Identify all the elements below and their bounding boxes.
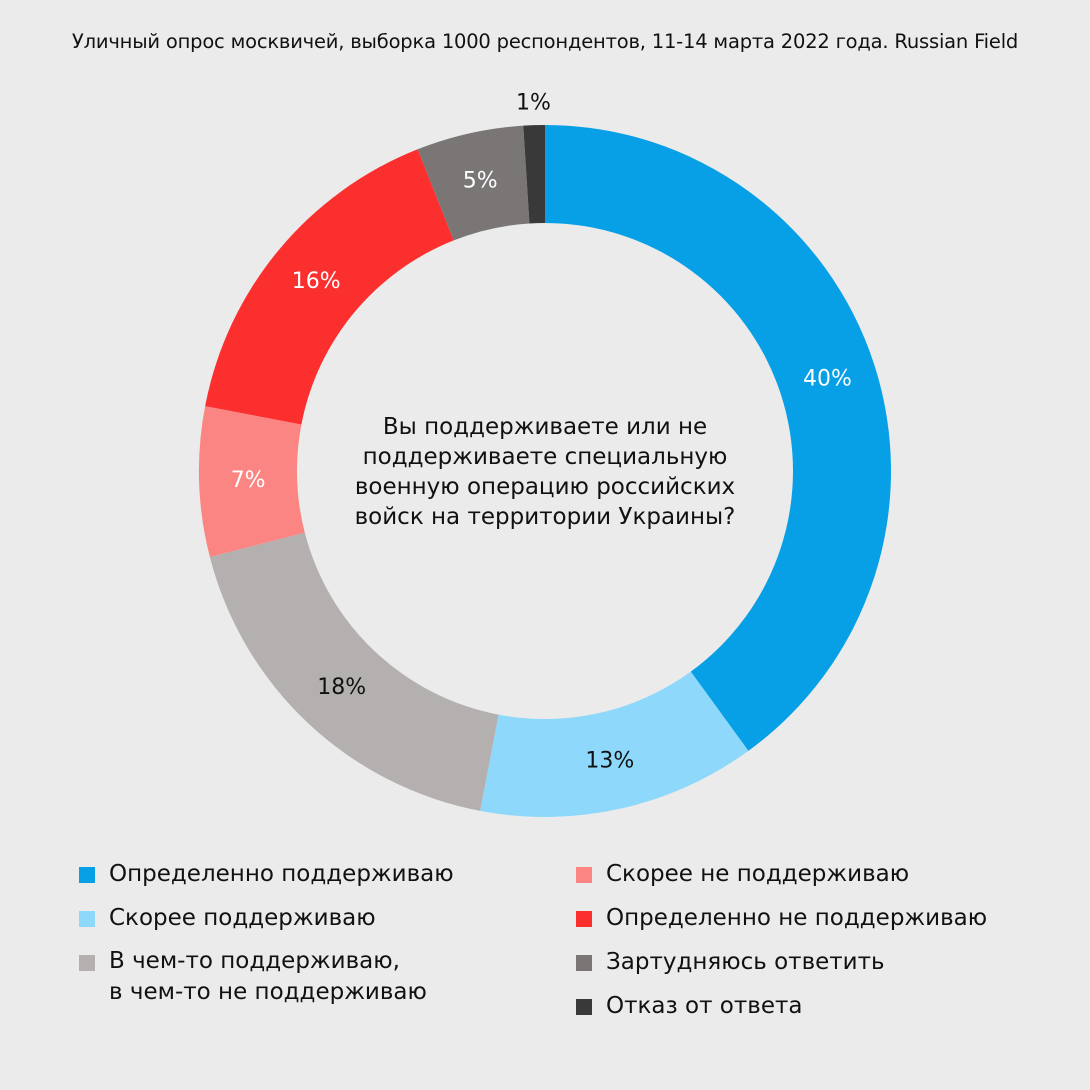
slice-label-rather-support: 13%	[585, 748, 634, 773]
legend-item-definitely-not: Определенно не поддерживаю	[576, 896, 987, 940]
legend-swatch-rather-not	[576, 867, 592, 883]
legend-swatch-definitely-support	[79, 867, 95, 883]
center-question: Вы поддерживаете или не поддерживаете сп…	[354, 414, 736, 530]
legend-label: Скорее поддерживаю	[109, 905, 376, 931]
donut-slice-rather-support	[480, 671, 749, 817]
donut-slices	[199, 125, 891, 817]
donut-slice-hard-to-say	[417, 125, 530, 241]
slice-label-hard-to-say: 5%	[463, 169, 498, 194]
legend-label: Определенно не поддерживаю	[606, 905, 988, 931]
legend-label: Зартудняюсь ответить	[606, 949, 885, 975]
donut-slice-definitely-not	[205, 149, 454, 425]
legend-swatch-refused	[576, 999, 592, 1015]
legend-left: Определенно поддерживаю Скорее поддержив…	[79, 852, 454, 1008]
legend-right: Скорее не поддерживаю Определенно не под…	[576, 852, 987, 1028]
legend-item-rather-support: Скорее поддерживаю	[79, 896, 454, 940]
legend-label: Определенно поддерживаю	[109, 861, 454, 887]
slice-label-definitely-not: 16%	[292, 269, 341, 294]
slice-label-refused: 1%	[516, 91, 551, 116]
legend-swatch-definitely-not	[576, 911, 592, 927]
slice-label-definitely-support: 40%	[803, 367, 852, 392]
donut-slice-labels: 40% 13% 18% 7% 16% 5% 1%	[231, 91, 852, 774]
legend-item-rather-not: Скорее не поддерживаю	[576, 852, 987, 896]
legend-item-partly: В чем-то поддерживаю, в чем-то не поддер…	[79, 940, 454, 1008]
legend-item-definitely-support: Определенно поддерживаю	[79, 852, 454, 896]
legend-label-line2: в чем-то не поддерживаю	[109, 979, 427, 1005]
legend-swatch-partly	[79, 955, 95, 971]
legend-label: Отказ от ответа	[606, 993, 803, 1019]
donut-slice-partly	[209, 532, 499, 811]
legend-label: Скорее не поддерживаю	[606, 861, 910, 887]
chart-subtitle: Уличный опрос москвичей, выборка 1000 ре…	[71, 30, 1019, 53]
donut-slice-definitely-support	[545, 125, 891, 751]
slice-label-partly: 18%	[317, 675, 366, 700]
legend-label-line1: В чем-то поддерживаю,	[109, 948, 400, 974]
donut-slice-rather-not	[199, 406, 305, 558]
legend-item-hard-to-say: Зартудняюсь ответить	[576, 940, 987, 984]
legend-item-refused: Отказ от ответа	[576, 984, 987, 1028]
donut-slice-refused	[523, 125, 545, 224]
legend-swatch-hard-to-say	[576, 955, 592, 971]
legend-label-multiline: В чем-то поддерживаю, в чем-то не поддер…	[109, 940, 454, 1008]
legend-swatch-rather-support	[79, 911, 95, 927]
slice-label-rather-not: 7%	[231, 468, 266, 493]
